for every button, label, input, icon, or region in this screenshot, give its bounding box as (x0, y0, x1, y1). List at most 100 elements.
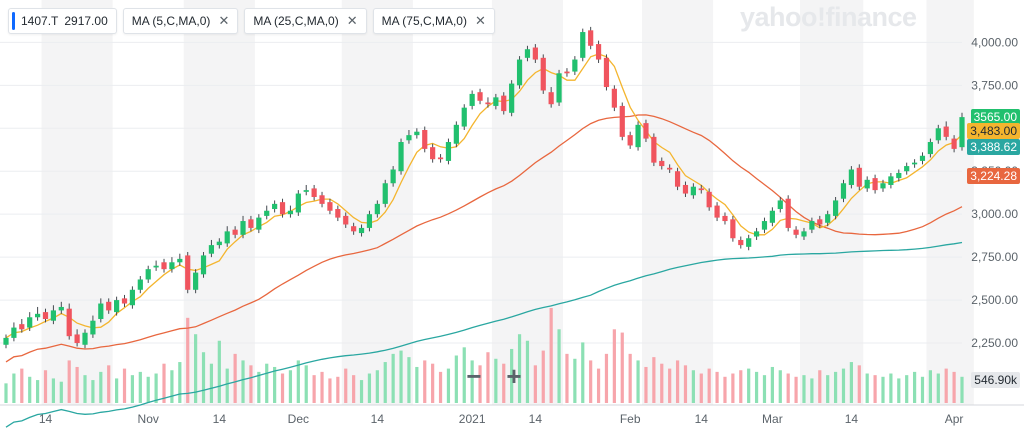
y-axis-ticks: 4,000.003,750.003,500.003,250.003,000.00… (971, 35, 1018, 350)
candle-body (137, 279, 143, 290)
x-tick-label: 14 (845, 412, 859, 426)
candle-body (872, 178, 878, 191)
x-tick-label: Dec (288, 412, 309, 426)
candle-body (619, 105, 625, 137)
volume-bar (383, 362, 387, 403)
candle-body (880, 183, 886, 189)
volume-bar (320, 371, 324, 403)
candle-body (129, 289, 136, 306)
candle-body (287, 210, 294, 215)
candle-body (959, 117, 965, 148)
candle-body (603, 57, 610, 88)
ma5-label: MA (5,C,MA,0) (131, 14, 211, 28)
candle-body (524, 49, 531, 58)
candle-body (398, 142, 404, 172)
close-icon[interactable]: ✕ (218, 13, 230, 28)
volume-bar (28, 376, 32, 403)
candle-body (461, 107, 467, 127)
candle-body (888, 176, 894, 185)
volume-bar (510, 348, 514, 403)
candle-body (256, 217, 262, 230)
volume-bar (83, 375, 87, 403)
ma75-label: MA (75,C,MA,0) (381, 14, 467, 28)
candle-body (904, 166, 910, 172)
candle-body (327, 202, 333, 211)
close-icon[interactable]: ✕ (346, 13, 358, 28)
candle-body (58, 306, 64, 311)
volume-bar (265, 363, 269, 403)
candle-body (485, 102, 491, 105)
candle-body (659, 160, 665, 167)
volume-bar (391, 353, 395, 403)
volume-bar (162, 363, 166, 403)
candle-body (351, 226, 357, 232)
volume-bar (115, 378, 119, 403)
volume-bar (747, 368, 751, 403)
candle-body (951, 138, 957, 149)
volume-bar (201, 352, 206, 403)
x-tick-label: 14 (529, 412, 543, 426)
volume-bar (75, 366, 79, 403)
zoom-in-button[interactable]: + (506, 361, 522, 391)
volume-bar (794, 376, 798, 403)
volume-bar (494, 358, 498, 403)
zoom-out-button[interactable]: − (466, 361, 482, 391)
volume-bar (438, 371, 443, 403)
candle-body (106, 301, 112, 311)
candle-body (840, 183, 847, 199)
volume-bar (367, 373, 372, 403)
candle-body (303, 190, 309, 192)
candle-body (714, 205, 720, 218)
x-tick-label: 14 (39, 412, 53, 426)
volume-value-tag: 546.90k (971, 372, 1020, 388)
candle-body (753, 231, 760, 237)
volume-bar (912, 371, 917, 403)
yahoo-finance-watermark: yahoo!finance (740, 2, 917, 32)
ma25-pill[interactable]: MA (25,C,MA,0) ✕ (244, 8, 367, 34)
volume-bar (446, 368, 451, 403)
candle-body (698, 188, 704, 191)
week-band (642, 0, 714, 405)
volume-bar (375, 370, 379, 403)
candle-body (366, 214, 373, 228)
volume-bar (857, 365, 861, 403)
volume-bar (502, 363, 506, 403)
symbol-pill[interactable]: 1407.T 2917.00 (8, 8, 117, 34)
x-axis-ticks: 14 Nov 14 Dec 14 2021 14 Feb 14 Mar 14 Apr (39, 412, 964, 426)
y-tick-label: 2,250.00 (971, 336, 1018, 350)
last-price-tag: 3565.00 (970, 109, 1020, 126)
candle-body (11, 327, 17, 338)
volume-bar (699, 373, 703, 403)
candle-body (777, 200, 783, 210)
volume-bar (328, 378, 332, 403)
volume-bar (565, 353, 569, 403)
candle-body (595, 44, 602, 60)
x-tick-label: 14 (213, 412, 227, 426)
candle-body (114, 300, 120, 313)
volume-bars (4, 308, 964, 403)
volume-bar (99, 371, 103, 403)
ma5-line (5, 53, 963, 339)
volume-bar (138, 371, 142, 403)
ma25-value-tag: 3,224.28 (967, 167, 1020, 184)
candle-body (42, 312, 49, 319)
ma5-pill[interactable]: MA (5,C,MA,0) ✕ (122, 8, 239, 34)
candle-body (177, 258, 183, 263)
x-tick-label: 14 (695, 412, 709, 426)
volume-bar (960, 376, 964, 403)
volume-bar (668, 368, 672, 403)
x-tick-label: 14 (371, 412, 385, 426)
volume-bar (170, 370, 174, 403)
volume-bar (249, 365, 253, 403)
candle-body (272, 203, 278, 210)
candle-body (82, 332, 88, 345)
candle-body (469, 93, 475, 106)
ma75-pill[interactable]: MA (75,C,MA,0) ✕ (372, 8, 495, 34)
candle-body (145, 269, 151, 280)
candle-body (722, 215, 728, 222)
close-icon[interactable]: ✕ (474, 13, 486, 28)
y-tick-label: 3,000.00 (971, 207, 1018, 221)
volume-bar (770, 366, 774, 403)
candle-body (761, 221, 768, 230)
volume-bar (352, 375, 356, 403)
